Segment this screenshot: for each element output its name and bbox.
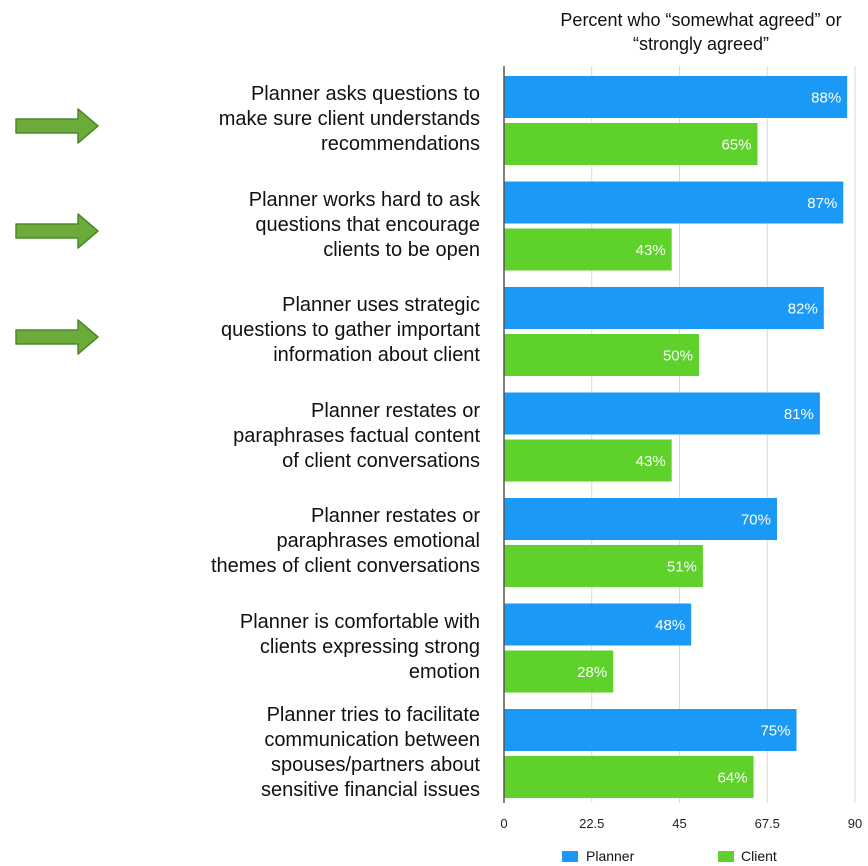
category-label-line: Planner asks questions to [250,83,480,105]
client-bar [504,545,703,587]
category-label-line: clients to be open [323,238,480,261]
category-label-line: information about client [273,344,480,366]
client-bar [504,756,754,798]
client-bar [504,334,699,376]
category-label: Planner works hard to ask questions that … [120,188,480,263]
x-tick-label: 22.5 [579,816,604,831]
category-label: Planner is comfortable with clients expre… [120,610,480,685]
right-arrow-icon [15,318,99,355]
chart-title: Percent who “somewhat agreed” or “strongl… [520,8,868,56]
planner-bar [504,181,844,224]
category-label-line: emotion [408,660,480,683]
client-data-label: 43% [636,453,666,470]
planner-data-label: 81% [784,406,814,423]
category-label-line: Planner restates or [311,505,480,527]
category-label-line: questions to gather important [220,319,480,341]
client-data-label: 28% [577,664,607,681]
category-label: Planner restates or paraphrases factual c… [120,399,480,474]
category-label: Planner uses strategic questions to gathe… [120,293,480,368]
category-label-line: recommendations [321,133,480,155]
right-arrow-icon [15,107,99,144]
category-label-line: Planner is comfortable with [239,610,480,633]
legend-swatch-planner [562,851,578,862]
category-label-line: sensitive financial issues [261,778,480,801]
category-label: Planner tries to facilitate communication… [120,703,480,803]
legend-swatch-client [718,851,734,862]
planner-data-label: 75% [760,723,790,740]
category-label-line: Planner uses strategic [282,294,480,316]
client-data-label: 64% [718,770,748,787]
client-bar [504,228,672,271]
client-data-label: 65% [721,137,751,154]
planner-bar [504,392,820,435]
category-label-line: spouses/partners about [270,753,480,776]
x-tick-label: 67.5 [755,816,780,831]
planner-data-label: 82% [788,301,818,318]
planner-data-label: 87% [807,195,837,212]
client-bar [504,650,614,693]
client-data-label: 51% [667,559,697,576]
chart-title-line: Percent who “somewhat agreed” or [560,10,842,30]
x-tick-label: 90 [848,816,862,831]
category-label-line: Planner tries to facilitate [266,703,480,726]
client-bar [504,123,758,165]
category-label-line: paraphrases factual content [233,424,480,447]
client-data-label: 43% [636,242,666,259]
planner-bar [504,603,692,646]
planner-bar [504,76,848,118]
category-label-line: communication between [264,728,480,751]
legend-label-planner: Planner [586,848,635,864]
category-label: Planner asks questions to make sure clien… [120,82,480,157]
chart-title-line: “strongly agreed” [632,34,770,54]
x-tick-label: 0 [500,816,507,831]
category-label-line: clients expressing strong [259,635,480,658]
category-label: Planner restates or paraphrases emotional… [120,504,480,579]
category-label-line: of client conversations [282,449,480,472]
client-bar [504,439,672,482]
category-label-line: paraphrases emotional [276,530,480,552]
category-label-line: questions that encourage [255,213,480,236]
client-data-label: 50% [663,348,693,365]
planner-data-label: 70% [741,512,771,529]
planner-data-label: 48% [655,617,685,634]
planner-bar [504,287,824,329]
category-label-line: make sure client understands [218,108,480,130]
category-label-line: Planner restates or [311,399,480,422]
planner-data-label: 88% [811,90,841,107]
category-label-line: themes of client conversations [210,555,480,577]
planner-bar [504,498,777,540]
legend-label-client: Client [741,848,777,864]
planner-bar [504,709,797,751]
x-tick-label: 45 [672,816,686,831]
category-label-line: Planner works hard to ask [248,188,480,211]
right-arrow-icon [15,213,99,249]
